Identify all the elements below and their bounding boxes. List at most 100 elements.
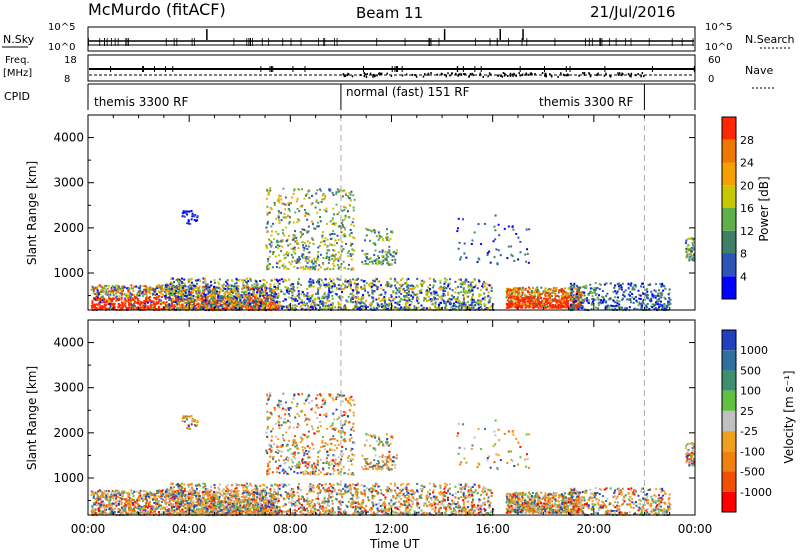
freq-panel: Freq. [MHz] 18 8 60 0 Nave xyxy=(3,54,774,89)
power-cell xyxy=(583,294,586,297)
power-cell xyxy=(352,236,355,239)
power-cell xyxy=(665,304,668,307)
power-cell xyxy=(339,295,342,298)
power-cell xyxy=(297,278,300,281)
power-cell xyxy=(303,249,306,252)
power-cell xyxy=(319,266,322,269)
power-cell xyxy=(187,285,190,288)
power-cell xyxy=(323,292,326,295)
power-cell xyxy=(513,297,516,300)
power-cell xyxy=(262,291,265,294)
power-cell xyxy=(154,289,157,292)
power-cell xyxy=(180,299,183,302)
power-cell xyxy=(317,251,320,254)
power-cell xyxy=(535,297,538,300)
power-cell xyxy=(546,306,549,309)
power-cell xyxy=(457,301,460,304)
power-cell xyxy=(384,293,387,296)
freq-marker xyxy=(447,72,449,75)
power-cell xyxy=(339,224,342,227)
power-cell xyxy=(462,296,465,299)
power-cell xyxy=(451,307,454,310)
power-cell xyxy=(271,266,274,269)
power-cell xyxy=(336,264,339,267)
noise-left-label: N.Sky xyxy=(3,33,35,46)
freq-marker xyxy=(487,75,489,78)
power-cell xyxy=(301,204,304,207)
power-cell xyxy=(667,302,670,305)
power-cell xyxy=(387,284,390,287)
power-cell xyxy=(595,292,598,295)
power-cell xyxy=(325,252,328,255)
power-cell xyxy=(305,244,308,247)
power-cell xyxy=(622,290,625,293)
power-cell xyxy=(507,296,510,299)
power-cell xyxy=(304,214,307,217)
power-cell xyxy=(181,288,184,291)
power-cell xyxy=(411,284,414,287)
power-cell xyxy=(321,198,324,201)
power-cell xyxy=(316,279,319,282)
power-cell xyxy=(219,305,222,308)
power-cell xyxy=(206,289,209,292)
power-cell xyxy=(317,255,320,258)
power-cell xyxy=(461,304,464,307)
power-cell xyxy=(669,302,672,305)
power-cell xyxy=(598,288,601,291)
power-cell xyxy=(258,307,261,310)
power-cell xyxy=(105,293,108,296)
power-cell xyxy=(363,253,366,256)
power-cell xyxy=(628,294,631,297)
power-cell xyxy=(332,207,335,210)
power-cell xyxy=(338,278,341,281)
power-cell xyxy=(371,262,374,265)
power-cell xyxy=(285,226,288,229)
power-cell xyxy=(159,285,162,288)
power-cell xyxy=(233,295,236,298)
power-cell xyxy=(230,284,233,287)
power-cell xyxy=(613,286,616,289)
power-cell xyxy=(377,305,380,308)
power-cell xyxy=(632,297,635,300)
power-cell xyxy=(163,295,166,298)
power-cell xyxy=(268,263,271,266)
power-cell xyxy=(521,299,524,302)
power-cell xyxy=(637,304,640,307)
power-cell xyxy=(268,287,271,290)
freq-marker xyxy=(509,72,512,75)
power-cell xyxy=(376,286,379,289)
power-cell xyxy=(316,211,319,214)
power-cell xyxy=(194,307,197,310)
power-cell xyxy=(120,301,123,304)
power-cell xyxy=(352,194,355,197)
power-cell xyxy=(342,225,345,228)
power-cell xyxy=(524,293,527,296)
power-cell xyxy=(283,293,286,296)
power-cell xyxy=(237,296,240,299)
power-cell xyxy=(309,268,312,271)
power-cell xyxy=(139,289,142,292)
power-cell xyxy=(153,303,156,306)
power-cell xyxy=(333,285,336,288)
power-cell xyxy=(293,188,296,191)
power-cell xyxy=(374,249,377,252)
power-cell xyxy=(288,289,291,292)
power-cell xyxy=(268,192,271,195)
power-cell xyxy=(372,279,375,282)
power-cell xyxy=(413,305,416,308)
power-cell xyxy=(149,306,152,309)
power-cell xyxy=(273,201,276,204)
power-cell xyxy=(128,301,131,304)
power-cell xyxy=(351,248,354,251)
power-cell xyxy=(651,294,654,297)
power-cell xyxy=(261,284,264,287)
power-cell xyxy=(199,307,202,310)
freq-marker xyxy=(430,72,432,75)
power-cell xyxy=(527,297,530,300)
power-cell xyxy=(260,284,263,287)
power-cell xyxy=(301,253,304,256)
power-cell xyxy=(326,222,329,225)
power-cell xyxy=(544,289,547,292)
power-cell xyxy=(589,287,592,290)
power-cell xyxy=(323,268,326,271)
